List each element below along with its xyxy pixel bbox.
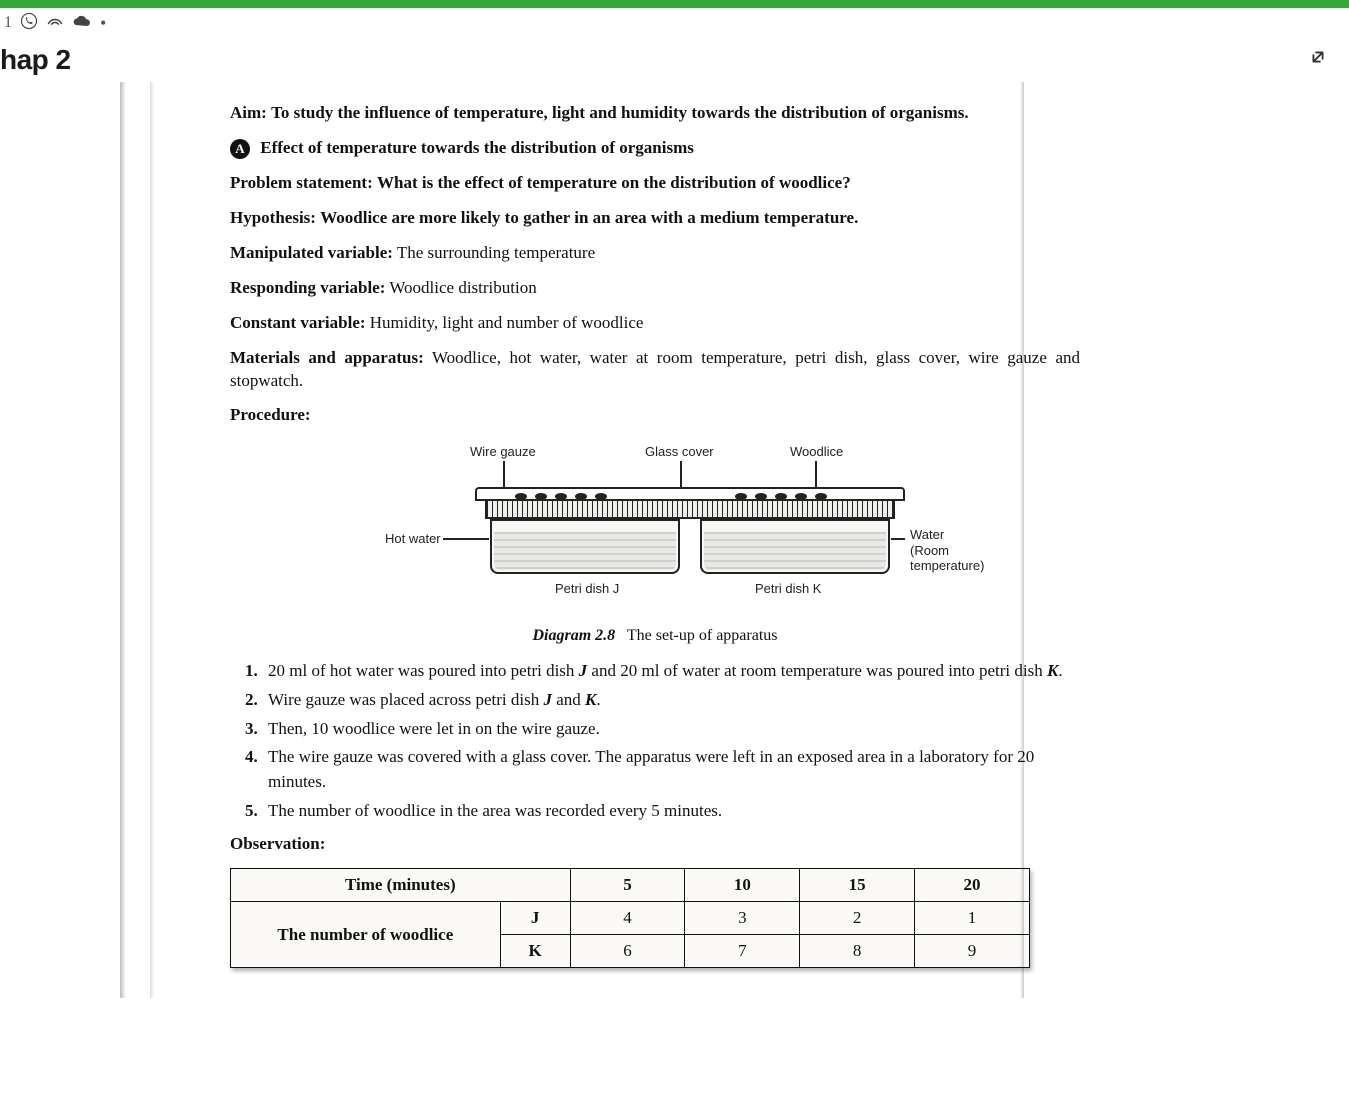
observation-table: Time (minutes)5101520 The number of woodl…: [230, 868, 1030, 968]
label-woodlice: Woodlice: [790, 444, 843, 459]
page-shadow-right: [1020, 82, 1024, 998]
apparatus-diagram: Wire gauze Glass cover Woodlice Hot wate…: [315, 439, 995, 619]
top-accent-bar: [0, 0, 1349, 8]
table-series-label: J: [500, 902, 570, 935]
leader-hot: [443, 538, 489, 540]
cloud-icon: [72, 13, 92, 34]
petri-dish-k: [700, 519, 890, 574]
table-header-time-value: 15: [800, 869, 915, 902]
manipulated-line: Manipulated variable: The surrounding te…: [230, 242, 1080, 265]
procedure-step: Then, 10 woodlice were let in on the wir…: [262, 717, 1080, 742]
table-rowhead: The number of woodlice: [231, 902, 501, 968]
page-shadow-left-2: [150, 82, 154, 998]
table-header-time-value: 5: [570, 869, 685, 902]
table-cell: 1: [915, 902, 1030, 935]
procedure-step: 20 ml of hot water was poured into petri…: [262, 659, 1080, 684]
leader-room: [891, 538, 905, 540]
materials-line: Materials and apparatus: Woodlice, hot w…: [230, 347, 1080, 393]
doc-toolbar: hap 2: [0, 38, 1349, 82]
table-header-time: Time (minutes): [231, 869, 571, 902]
responding-line: Responding variable: Woodlice distributi…: [230, 277, 1080, 300]
label-petri-k: Petri dish K: [755, 581, 821, 596]
procedure-step: Wire gauze was placed across petri dish …: [262, 688, 1080, 713]
table-cell: 2: [800, 902, 915, 935]
table-cell: 9: [915, 935, 1030, 968]
table-header-time-value: 20: [915, 869, 1030, 902]
procedure-step: The wire gauze was covered with a glass …: [262, 745, 1080, 794]
hypothesis-line: Hypothesis: Woodlice are more likely to …: [230, 207, 1080, 230]
observation-label: Observation:: [230, 833, 1080, 856]
section-badge: A: [230, 139, 250, 159]
doc-title: hap 2: [0, 44, 71, 76]
petri-dish-j: [490, 519, 680, 574]
problem-line: Problem statement: What is the effect of…: [230, 172, 1080, 195]
label-wire-gauze: Wire gauze: [470, 444, 536, 459]
table-cell: 6: [570, 935, 685, 968]
table-header-time-value: 10: [685, 869, 800, 902]
table-cell: 3: [685, 902, 800, 935]
label-hot-water: Hot water: [385, 531, 441, 546]
leader-glass: [680, 461, 682, 487]
whatsapp-icon: [20, 12, 38, 35]
diagram-caption: Diagram 2.8 The set-up of apparatus: [230, 627, 1080, 645]
procedure-list: 20 ml of hot water was poured into petri…: [230, 659, 1080, 823]
dot-icon: •: [100, 13, 106, 34]
label-glass-cover: Glass cover: [645, 444, 714, 459]
procedure-step: The number of woodlice in the area was r…: [262, 799, 1080, 824]
label-petri-j: Petri dish J: [555, 581, 619, 596]
constant-line: Constant variable: Humidity, light and n…: [230, 312, 1080, 335]
status-bar: 1 •: [0, 8, 1349, 38]
page-viewport: Aim: To study the influence of temperatu…: [0, 82, 1349, 998]
signal-bars-icon: [46, 12, 64, 35]
page-content: Aim: To study the influence of temperatu…: [130, 82, 1090, 968]
label-water-room-2: (Room temperature): [910, 543, 995, 573]
page-shadow-left: [120, 82, 126, 998]
label-water-room-1: Water: [910, 527, 944, 542]
signal-icon: 1: [4, 14, 12, 32]
water-fill-room: [704, 532, 886, 570]
table-cell: 8: [800, 935, 915, 968]
expand-icon[interactable]: [1307, 46, 1329, 74]
section-a-line: A Effect of temperature towards the dist…: [230, 137, 1080, 160]
water-fill-hot: [494, 532, 676, 570]
table-cell: 7: [685, 935, 800, 968]
procedure-label: Procedure:: [230, 404, 1080, 427]
table-series-label: K: [500, 935, 570, 968]
aim-line: Aim: To study the influence of temperatu…: [230, 102, 1080, 125]
wire-gauze-shape: [485, 499, 895, 519]
table-cell: 4: [570, 902, 685, 935]
